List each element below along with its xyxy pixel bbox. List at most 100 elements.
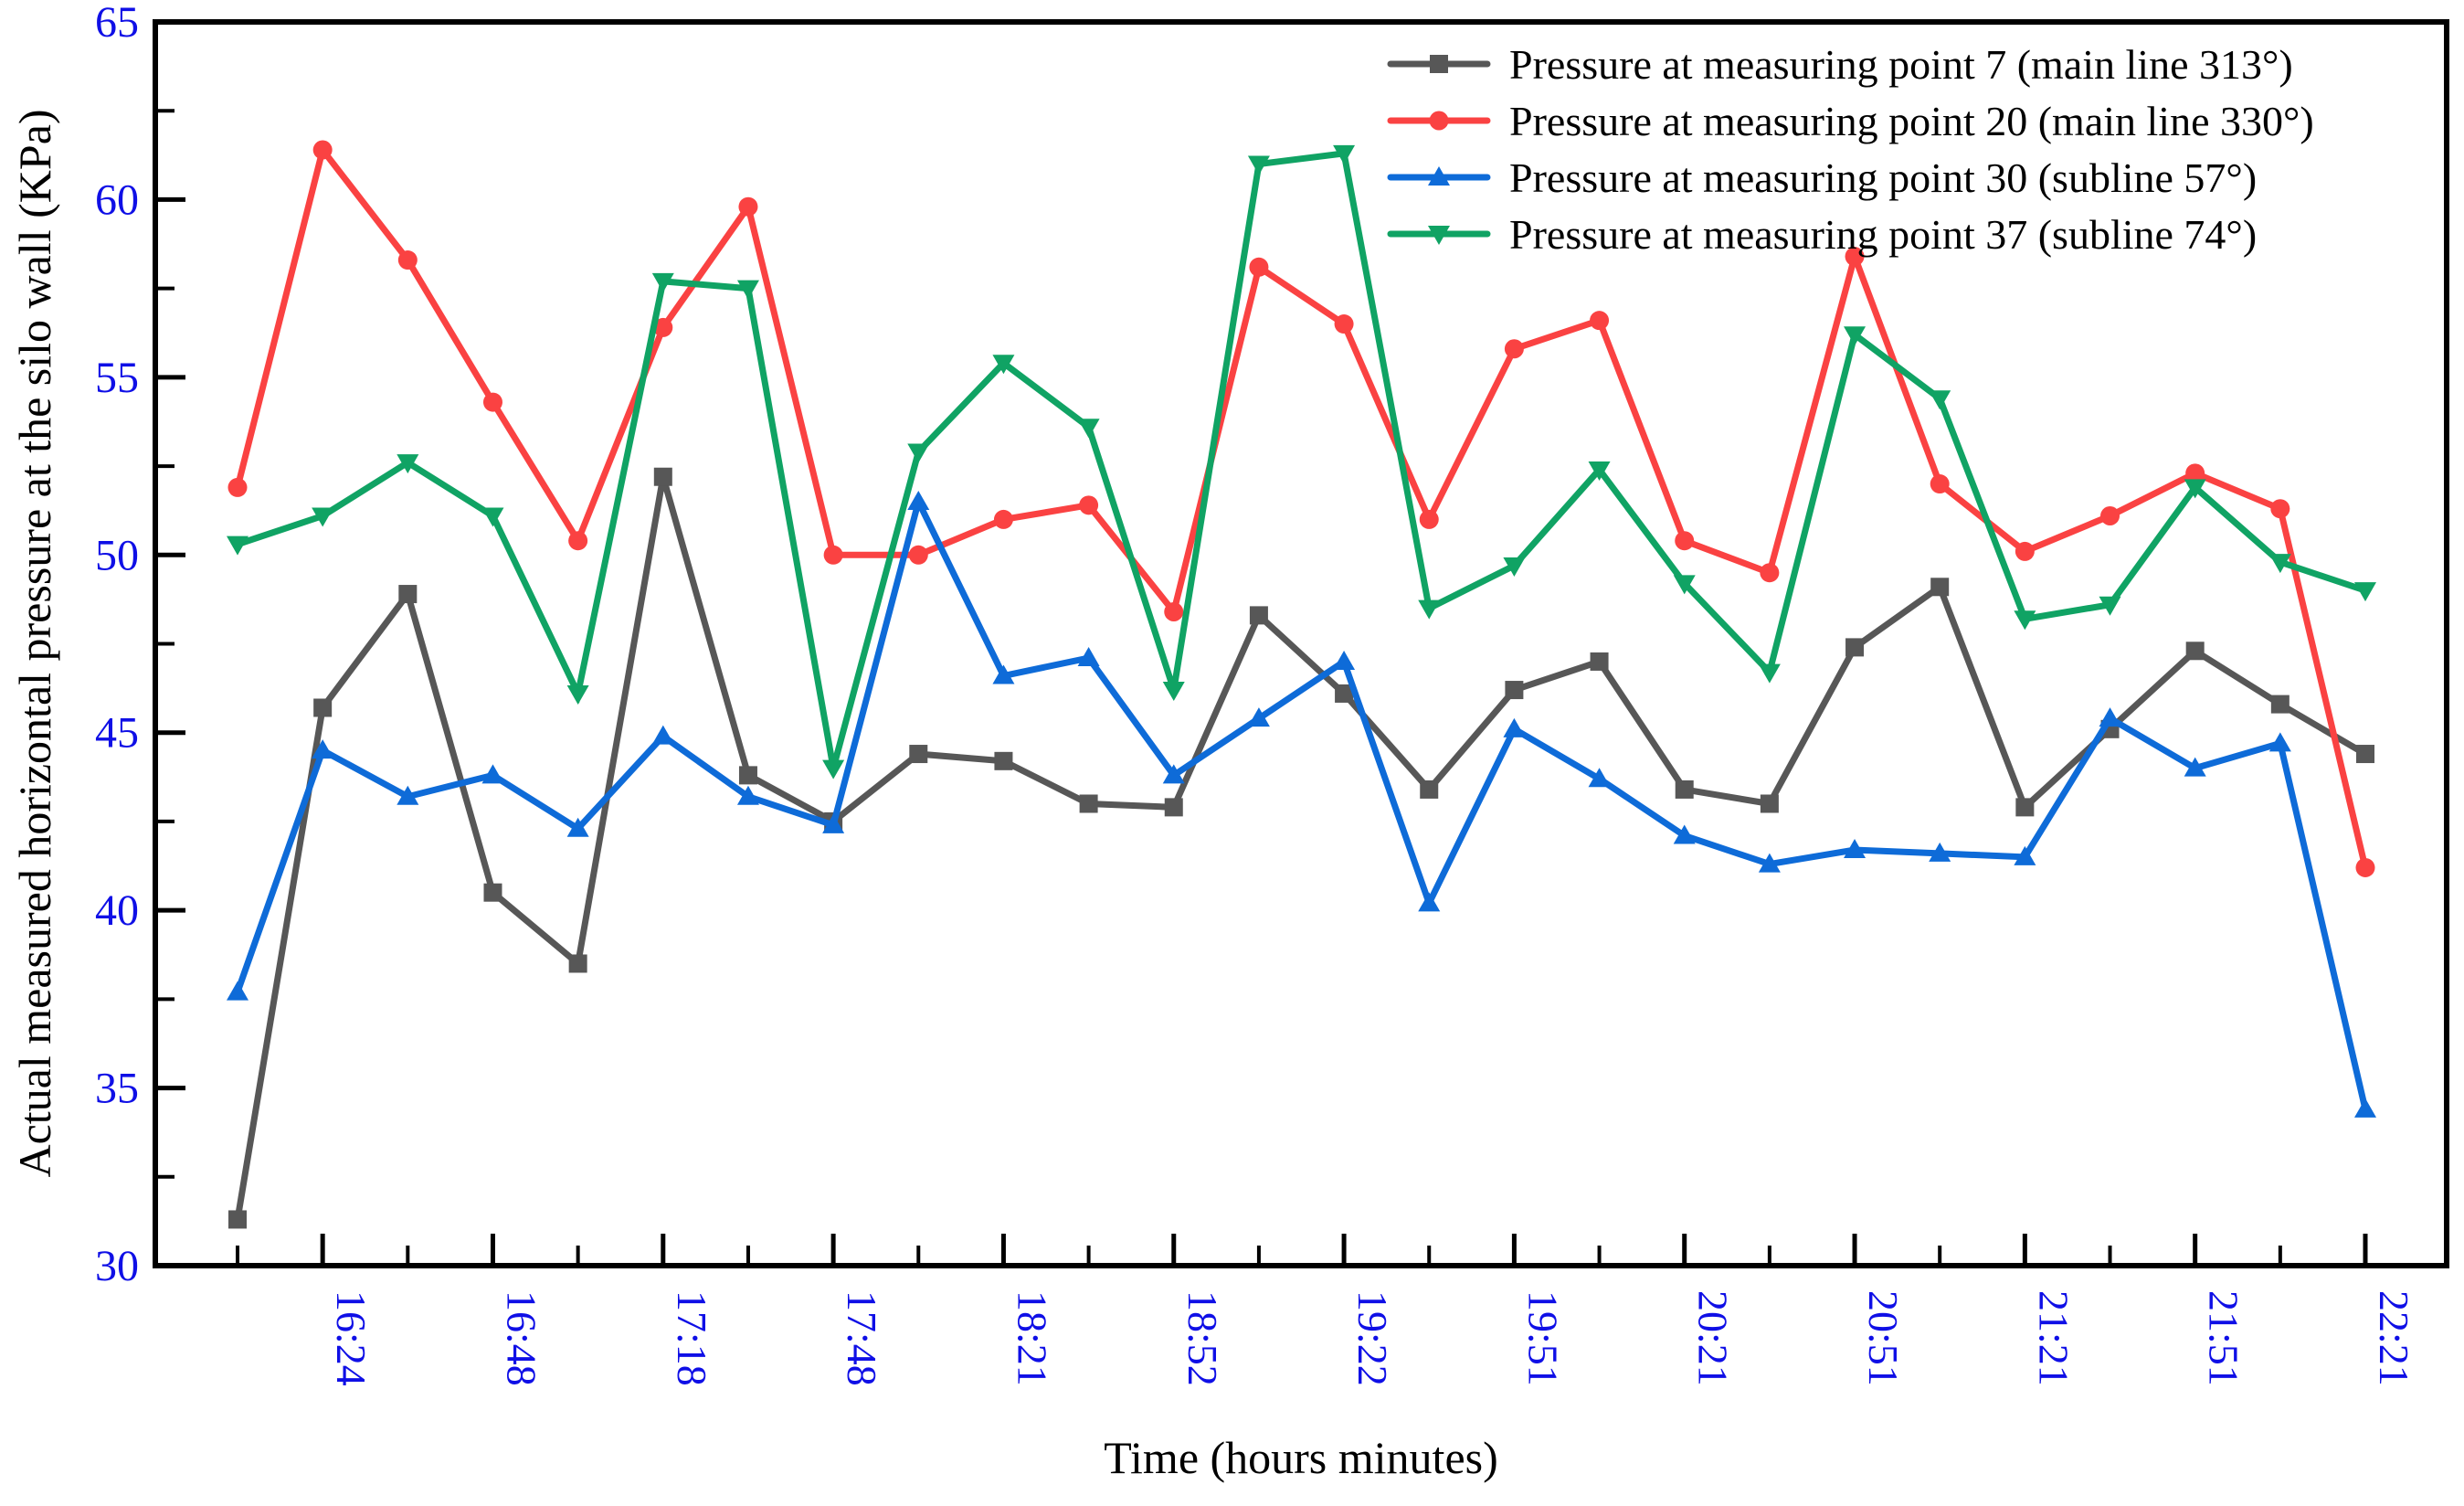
data-point-marker: [738, 766, 757, 785]
data-point-marker: [227, 477, 248, 497]
data-point-marker: [1675, 531, 1695, 551]
data-point-marker: [2014, 845, 2036, 865]
data-point-marker: [568, 954, 587, 973]
data-point-marker: [483, 883, 502, 902]
data-point-marker: [2354, 582, 2376, 602]
data-point-marker: [738, 196, 758, 217]
data-point-marker: [1420, 780, 1439, 799]
data-point-marker: [1590, 652, 1609, 671]
data-point-marker: [822, 759, 845, 780]
data-point-marker: [1428, 226, 1450, 245]
data-point-marker: [1164, 602, 1184, 622]
data-point-marker: [227, 536, 249, 556]
data-point-marker: [2268, 554, 2291, 574]
data-point-marker: [651, 725, 674, 745]
data-point-marker: [1503, 557, 1526, 577]
data-point-marker: [566, 817, 589, 837]
data-point-marker: [2184, 757, 2206, 777]
data-point-marker: [2270, 695, 2290, 714]
data-point-marker: [1504, 339, 1524, 359]
data-point-marker: [1249, 606, 1268, 625]
data-point-marker: [653, 467, 672, 486]
y-tick-label: 50: [95, 531, 139, 579]
series-line: [234, 143, 2369, 871]
legend-label-point-37: Pressure at measuring point 37 (subline …: [1509, 211, 2257, 258]
y-axis-title: Actual measured horizontal pressure at t…: [9, 109, 60, 1177]
data-point-marker: [2354, 1098, 2376, 1118]
data-point-marker: [993, 509, 1013, 529]
data-point-marker: [228, 1210, 247, 1229]
data-point-marker: [1929, 842, 1951, 862]
series-3: [227, 144, 2376, 780]
data-point-marker: [1845, 247, 1865, 267]
data-point-marker: [2100, 506, 2120, 526]
x-tick-label: 17:18: [669, 1290, 715, 1386]
x-tick-label: 21:21: [2030, 1290, 2077, 1386]
data-point-marker: [1930, 578, 1950, 597]
data-point-marker: [1760, 794, 1779, 813]
data-point-marker: [1334, 314, 1354, 334]
x-tick-label: 16:24: [328, 1290, 375, 1386]
x-tick-label: 18:52: [1179, 1290, 1226, 1386]
data-point-marker: [1429, 111, 1449, 131]
data-point-marker: [1247, 707, 1270, 727]
data-point-marker: [1929, 390, 1951, 410]
data-point-marker: [227, 981, 249, 1001]
data-point-marker: [823, 545, 843, 565]
x-tick-label: 20:51: [1860, 1290, 1907, 1386]
data-point-marker: [2099, 707, 2121, 727]
x-axis-title: Time (hours minutes): [1104, 1432, 1498, 1483]
x-tick-label: 22:21: [2371, 1290, 2417, 1386]
data-point-marker: [994, 751, 1013, 770]
data-point-marker: [1077, 647, 1100, 667]
data-point-marker: [2015, 798, 2035, 817]
data-point-marker: [822, 813, 845, 833]
data-point-marker: [1333, 144, 1356, 164]
data-point-marker: [992, 355, 1015, 375]
x-tick-label: 16:48: [498, 1290, 545, 1386]
data-point-marker: [1249, 257, 1269, 277]
y-tick-label: 40: [95, 886, 139, 935]
x-tick-label: 19:51: [1519, 1290, 1566, 1386]
data-point-marker: [1418, 599, 1441, 620]
data-point-marker: [312, 140, 333, 160]
data-point-marker: [2356, 745, 2374, 764]
data-point-marker: [312, 739, 334, 759]
data-point-marker: [1844, 839, 1867, 859]
data-point-marker: [908, 545, 928, 565]
data-point-marker: [1760, 563, 1780, 583]
data-point-marker: [2268, 732, 2291, 752]
data-point-marker: [1335, 684, 1354, 703]
data-point-marker: [313, 698, 333, 717]
data-point-marker: [397, 454, 419, 474]
data-point-marker: [2015, 541, 2035, 561]
data-point-marker: [398, 585, 418, 604]
data-point-marker: [1503, 717, 1526, 737]
data-point-marker: [2099, 596, 2121, 616]
data-point-marker: [2014, 610, 2036, 631]
data-point-marker: [653, 317, 673, 337]
data-point-marker: [1247, 155, 1270, 175]
data-point-marker: [1675, 780, 1694, 799]
series-2: [227, 490, 2376, 1118]
data-point-marker: [992, 664, 1015, 684]
data-point-marker: [2270, 499, 2290, 519]
data-point-marker: [1162, 682, 1185, 702]
data-point-marker: [1079, 794, 1098, 813]
data-point-marker: [1505, 681, 1524, 700]
data-point-marker: [1162, 764, 1185, 784]
data-point-marker: [568, 531, 588, 551]
y-tick-label: 60: [95, 175, 139, 224]
data-point-marker: [2185, 463, 2205, 483]
series-1: [227, 140, 2375, 877]
plot-area-border: [153, 19, 2449, 1268]
data-point-marker: [1845, 638, 1865, 657]
data-point-marker: [907, 490, 930, 510]
legend-label-point-30: Pressure at measuring point 30 (subline …: [1509, 154, 2257, 201]
x-tick-label: 21:51: [2201, 1290, 2247, 1386]
legend: Pressure at measuring point 7 (main line…: [1509, 41, 2314, 258]
data-point-marker: [481, 507, 504, 527]
data-point-marker: [1418, 892, 1441, 912]
data-point-marker: [1333, 650, 1356, 670]
